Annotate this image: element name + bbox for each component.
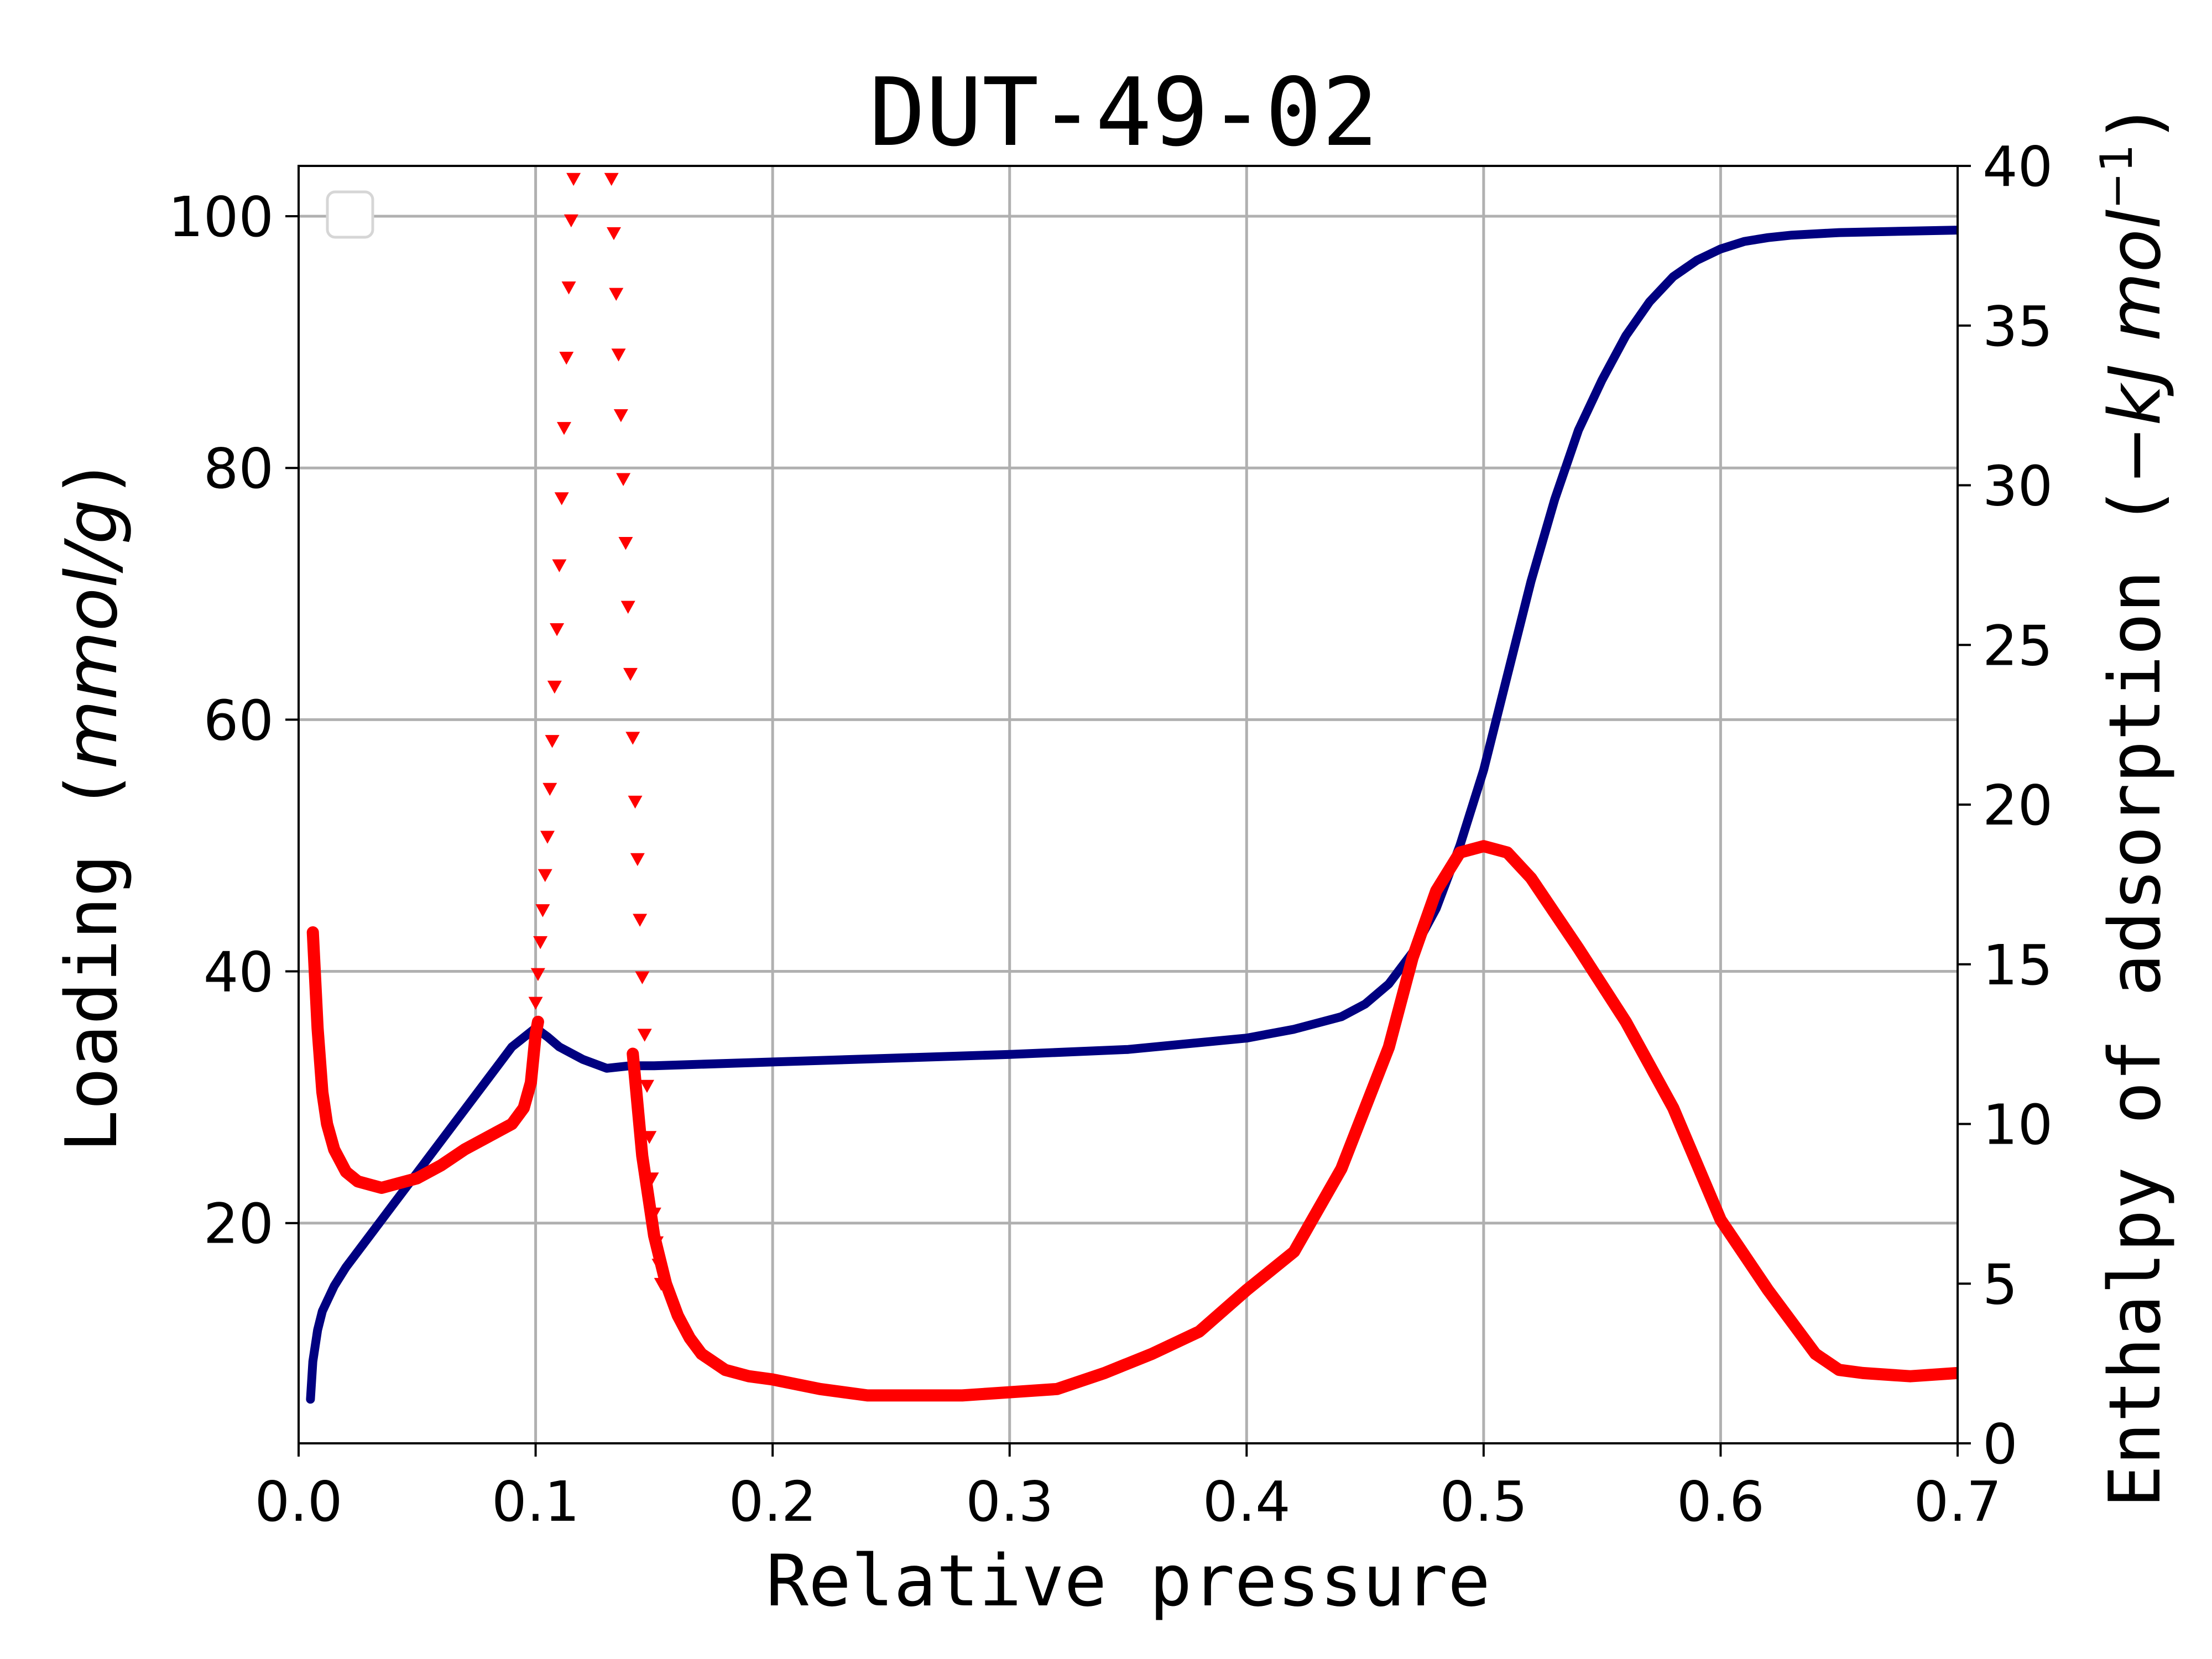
- enthalpy-marker: [635, 971, 650, 984]
- enthalpy-marker: [607, 227, 621, 241]
- y-right-tick-label: 15: [1983, 933, 2053, 998]
- y-right-tick-label: 35: [1983, 294, 2053, 359]
- y-right-tick-label: 0: [1983, 1412, 2018, 1477]
- enthalpy-marker: [566, 173, 581, 186]
- enthalpy-marker: [625, 732, 640, 745]
- y-axis-left-label-unit: mmol/g: [51, 499, 133, 769]
- y-axis-right-label: Enthalpy of adsorption (−kJ mol−1): [2091, 102, 2177, 1508]
- y-axis-left-label-close: ): [51, 457, 133, 499]
- enthalpy-marker: [611, 348, 626, 362]
- y-axis-right-label-sup: −1: [2091, 144, 2142, 210]
- x-tick-label: 0.7: [1913, 1469, 2001, 1534]
- x-tick-label: 0.1: [492, 1469, 580, 1534]
- series-enthalpy-line: [627, 840, 1958, 1402]
- enthalpy-marker: [540, 831, 555, 844]
- enthalpy-marker: [618, 537, 633, 550]
- x-tick-label: 0.3: [966, 1469, 1053, 1534]
- enthalpy-marker: [528, 997, 543, 1010]
- enthalpy-marker: [559, 352, 574, 365]
- x-tick-label: 0.4: [1203, 1469, 1291, 1534]
- y-left-tick-label: 40: [204, 940, 274, 1005]
- y-axis-left-label: Loading (mmol/g): [51, 457, 133, 1152]
- enthalpy-marker: [613, 409, 628, 422]
- y-axis-right-label-unit: −kJ mol: [2094, 210, 2177, 485]
- enthalpy-marker: [604, 173, 619, 186]
- enthalpy-marker: [552, 559, 567, 572]
- enthalpy-marker: [554, 492, 569, 505]
- y-left-tick-label: 100: [168, 185, 274, 249]
- x-axis: 0.0 0.1 0.2 0.3 0.4 0.5 0.6 0.7: [254, 1443, 2002, 1534]
- enthalpy-marker: [616, 473, 631, 486]
- x-axis-label: Relative pressure: [766, 1540, 1490, 1623]
- y-axis-left-label-main: Loading (: [51, 769, 133, 1153]
- x-tick-label: 0.0: [254, 1469, 342, 1534]
- y-left-tick-label: 20: [204, 1192, 274, 1256]
- y-axis-left: 20 40 60 80 100: [168, 185, 299, 1256]
- y-right-tick-label: 30: [1983, 454, 2053, 519]
- plot-area: [306, 173, 1958, 1404]
- enthalpy-marker: [547, 680, 562, 694]
- enthalpy-marker: [609, 288, 624, 301]
- enthalpy-marker: [538, 869, 552, 883]
- x-tick-label: 0.5: [1439, 1469, 1527, 1534]
- y-axis-right: 0 5 10 15 20 25 30 35 40: [1958, 134, 2053, 1477]
- enthalpy-marker: [542, 782, 557, 796]
- legend-box: [326, 190, 374, 239]
- enthalpy-marker: [640, 1079, 654, 1093]
- enthalpy-marker: [637, 1029, 652, 1042]
- y-left-tick-label: 80: [204, 436, 274, 501]
- y-axis-right-label-main: Enthalpy of adsorption (: [2094, 485, 2177, 1508]
- plot-frame: [298, 165, 1959, 1444]
- y-right-tick-label: 10: [1983, 1093, 2053, 1157]
- enthalpy-marker: [533, 936, 548, 950]
- enthalpy-marker: [564, 214, 578, 228]
- y-right-tick-label: 5: [1983, 1252, 2018, 1317]
- y-right-tick-label: 40: [1983, 134, 2053, 199]
- x-tick-label: 0.6: [1677, 1469, 1765, 1534]
- x-tick-label: 0.2: [729, 1469, 817, 1534]
- enthalpy-marker: [633, 914, 648, 927]
- y-left-tick-label: 60: [204, 688, 274, 753]
- enthalpy-marker: [561, 281, 576, 295]
- chart-title: DUT-49-02: [869, 58, 1378, 168]
- enthalpy-marker: [628, 795, 643, 809]
- y-right-tick-label: 20: [1983, 773, 2053, 838]
- y-axis-right-label-close: ): [2094, 102, 2177, 144]
- enthalpy-marker: [545, 735, 560, 748]
- enthalpy-marker: [530, 968, 545, 982]
- enthalpy-marker: [557, 422, 571, 435]
- enthalpy-marker: [620, 601, 635, 614]
- enthalpy-marker: [623, 667, 638, 681]
- enthalpy-marker: [550, 623, 565, 637]
- enthalpy-marker: [630, 853, 645, 867]
- series-enthalpy-line: [306, 926, 544, 1194]
- enthalpy-marker: [535, 904, 550, 917]
- y-right-tick-label: 25: [1983, 613, 2053, 678]
- legend: [326, 190, 374, 239]
- grid: [299, 166, 1958, 1443]
